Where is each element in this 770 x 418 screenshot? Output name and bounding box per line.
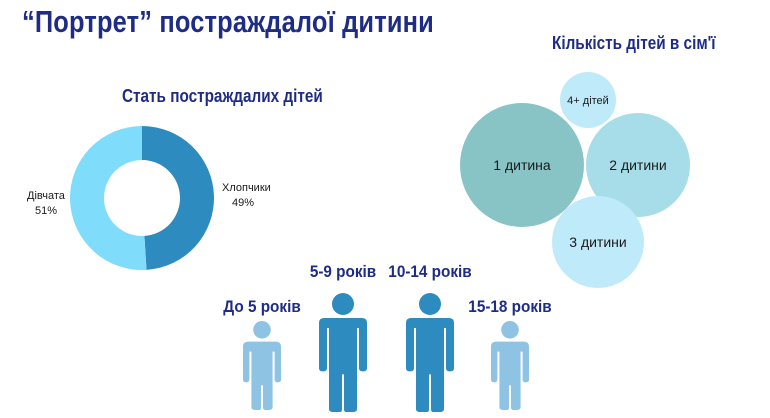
person-icon-under-5 — [243, 321, 281, 410]
person-body — [406, 318, 454, 412]
pie-value-boys: 49% — [232, 197, 254, 209]
age-label-under-5: До 5 років — [223, 297, 301, 316]
person-head — [253, 321, 271, 339]
person-body — [243, 341, 281, 410]
pie-value-girls: 51% — [35, 205, 57, 217]
gender-donut-chart: Хлопчики 49% Дівчата 51% — [27, 126, 271, 270]
person-head — [419, 293, 441, 315]
person-body — [319, 318, 367, 412]
age-label-10-14: 10-14 років — [388, 262, 472, 281]
person-icon-10-14 — [406, 293, 454, 412]
bubble-label-1-child: 1 дитина — [493, 157, 551, 173]
person-head — [501, 321, 519, 339]
bubble-label-2-children: 2 дитини — [609, 157, 666, 173]
bubble-1-child — [460, 103, 584, 227]
age-label-15-18: 15-18 років — [468, 297, 552, 316]
bubble-4plus-children — [560, 72, 616, 128]
pie-label-boys: Хлопчики — [222, 182, 271, 194]
pie-slice-boys — [142, 126, 215, 270]
bubble-3-children — [552, 196, 644, 288]
family-bubble-chart: 1 дитина 2 дитини 3 дитини 4+ дітей — [460, 72, 690, 288]
person-body — [491, 341, 529, 410]
page-title: “Портрет” постраждалої дитини — [22, 4, 434, 39]
pie-label-girls: Дівчата — [27, 190, 66, 202]
pie-slice-girls — [70, 126, 147, 270]
person-head — [332, 293, 354, 315]
person-icon-5-9 — [319, 293, 367, 412]
bubble-label-4plus-children: 4+ дітей — [567, 95, 609, 107]
gender-chart-heading: Стать постраждалих дітей — [122, 86, 323, 106]
bubble-2-children — [586, 113, 690, 217]
bubble-label-3-children: 3 дитини — [569, 234, 626, 250]
family-chart-heading: Кількість дітей в сім'ї — [552, 33, 716, 53]
person-icon-15-18 — [491, 321, 529, 410]
age-label-5-9: 5-9 років — [309, 262, 377, 281]
